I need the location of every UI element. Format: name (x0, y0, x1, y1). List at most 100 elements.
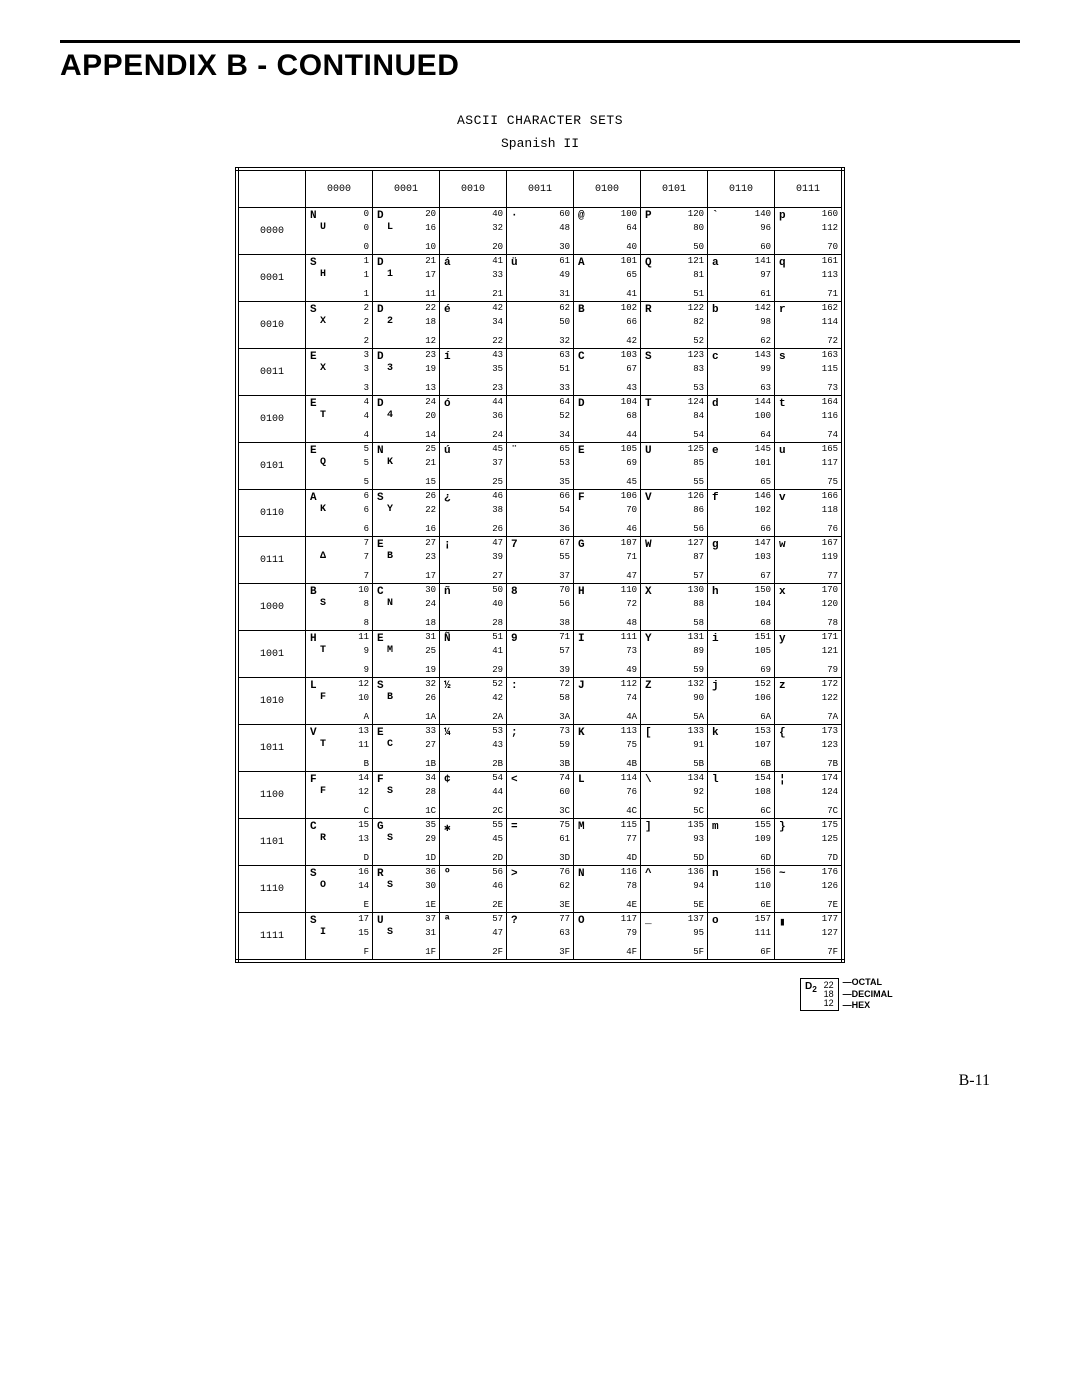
ascii-cell: EX333 (306, 349, 373, 396)
cell-hex: 27 (492, 572, 503, 581)
ascii-cell: a1419761 (708, 255, 775, 302)
cell-glyph: A (578, 257, 585, 269)
ascii-cell: ¼53432B (440, 725, 507, 772)
ascii-cell: G1077147 (574, 537, 641, 584)
cell-ctrl: T (320, 739, 326, 750)
cell-hex: 70 (827, 243, 838, 252)
cell-glyph: R (377, 868, 384, 880)
cell-ctrl: T (320, 410, 326, 421)
cell-octal: 26 (425, 492, 436, 501)
cell-decimal: 42 (492, 694, 503, 703)
cell-ctrl: L (387, 222, 393, 233)
cell-ctrl: K (320, 504, 326, 515)
cell-ctrl: F (320, 692, 326, 703)
cell-hex: 7C (827, 807, 838, 816)
cell-decimal: 80 (693, 224, 704, 233)
cell-decimal: 93 (693, 835, 704, 844)
cell-ctrl: Δ (320, 551, 326, 562)
cell-hex: 31 (559, 290, 570, 299)
cell-decimal: 119 (822, 553, 838, 562)
ascii-cell: 9715739 (507, 631, 574, 678)
cell-glyph: m (712, 821, 719, 833)
cell-decimal: 45 (492, 835, 503, 844)
cell-decimal: 6 (364, 506, 369, 515)
cell-glyph: Y (645, 633, 652, 645)
cell-hex: 32 (559, 337, 570, 346)
cell-octal: 174 (822, 774, 838, 783)
cell-octal: 123 (688, 351, 704, 360)
ascii-cell: }1751257D (775, 819, 844, 866)
cell-hex: 3E (559, 901, 570, 910)
cell-octal: 131 (688, 633, 704, 642)
cell-octal: 105 (621, 445, 637, 454)
cell-hex: 75 (827, 478, 838, 487)
cell-hex: 13 (425, 384, 436, 393)
cell-octal: 176 (822, 868, 838, 877)
cell-ctrl: T (320, 645, 326, 656)
cell-glyph: j (712, 680, 719, 692)
ascii-cell: J112744A (574, 678, 641, 725)
cell-octal: 143 (755, 351, 771, 360)
cell-decimal: 108 (755, 788, 771, 797)
cell-decimal: 88 (693, 600, 704, 609)
cell-hex: 71 (827, 290, 838, 299)
cell-glyph: C (578, 351, 585, 363)
cell-hex: 2 (364, 337, 369, 346)
cell-hex: 39 (559, 666, 570, 675)
cell-decimal: 124 (822, 788, 838, 797)
cell-glyph: ? (511, 915, 518, 927)
ascii-cell: VT1311B (306, 725, 373, 772)
cell-decimal: 98 (760, 318, 771, 327)
cell-hex: 30 (559, 243, 570, 252)
ascii-cell: 635133 (507, 349, 574, 396)
cell-ctrl: O (320, 880, 326, 891)
ascii-cell: EB272317 (373, 537, 440, 584)
cell-decimal: 72 (626, 600, 637, 609)
cell-octal: 63 (559, 351, 570, 360)
cell-decimal: 107 (755, 741, 771, 750)
cell-octal: 60 (559, 210, 570, 219)
cell-glyph: G (578, 539, 585, 551)
cell-decimal: 89 (693, 647, 704, 656)
cell-octal: 103 (621, 351, 637, 360)
cell-hex: 72 (827, 337, 838, 346)
cell-glyph: D (377, 257, 384, 269)
cell-glyph: ¦ (779, 774, 786, 786)
ascii-cell: º56462E (440, 866, 507, 913)
cell-decimal: 116 (822, 412, 838, 421)
row-header: 0101 (237, 443, 306, 490)
cell-glyph: p (779, 210, 786, 222)
cell-octal: 31 (425, 633, 436, 642)
cell-hex: 48 (626, 619, 637, 628)
cell-hex: 24 (492, 431, 503, 440)
col-header: 0101 (641, 169, 708, 208)
cell-hex: 53 (693, 384, 704, 393)
cell-decimal: 51 (559, 365, 570, 374)
cell-hex: 1B (425, 760, 436, 769)
cell-octal: 0 (364, 210, 369, 219)
cell-glyph: ª (444, 915, 451, 927)
ascii-cell: D4242014 (373, 396, 440, 443)
cell-glyph: G (377, 821, 384, 833)
cell-decimal: 43 (492, 741, 503, 750)
cell-decimal: 36 (492, 412, 503, 421)
cell-octal: 61 (559, 257, 570, 266)
cell-decimal: 55 (559, 553, 570, 562)
cell-hex: 14 (425, 431, 436, 440)
col-header: 0001 (373, 169, 440, 208)
cell-hex: 6E (760, 901, 771, 910)
cell-hex: 7B (827, 760, 838, 769)
cell-decimal: 114 (822, 318, 838, 327)
cell-decimal: 11 (358, 741, 369, 750)
cell-hex: 38 (559, 619, 570, 628)
cell-hex: 4C (626, 807, 637, 816)
ascii-cell: z1721227A (775, 678, 844, 725)
ascii-cell: Q1218151 (641, 255, 708, 302)
cell-glyph: ¨ (511, 445, 518, 457)
ascii-cell: ½52422A (440, 678, 507, 725)
cell-hex: 55 (693, 478, 704, 487)
cell-octal: 3 (364, 351, 369, 360)
cell-hex: 2C (492, 807, 503, 816)
ascii-cell: 625032 (507, 302, 574, 349)
cell-hex: 78 (827, 619, 838, 628)
